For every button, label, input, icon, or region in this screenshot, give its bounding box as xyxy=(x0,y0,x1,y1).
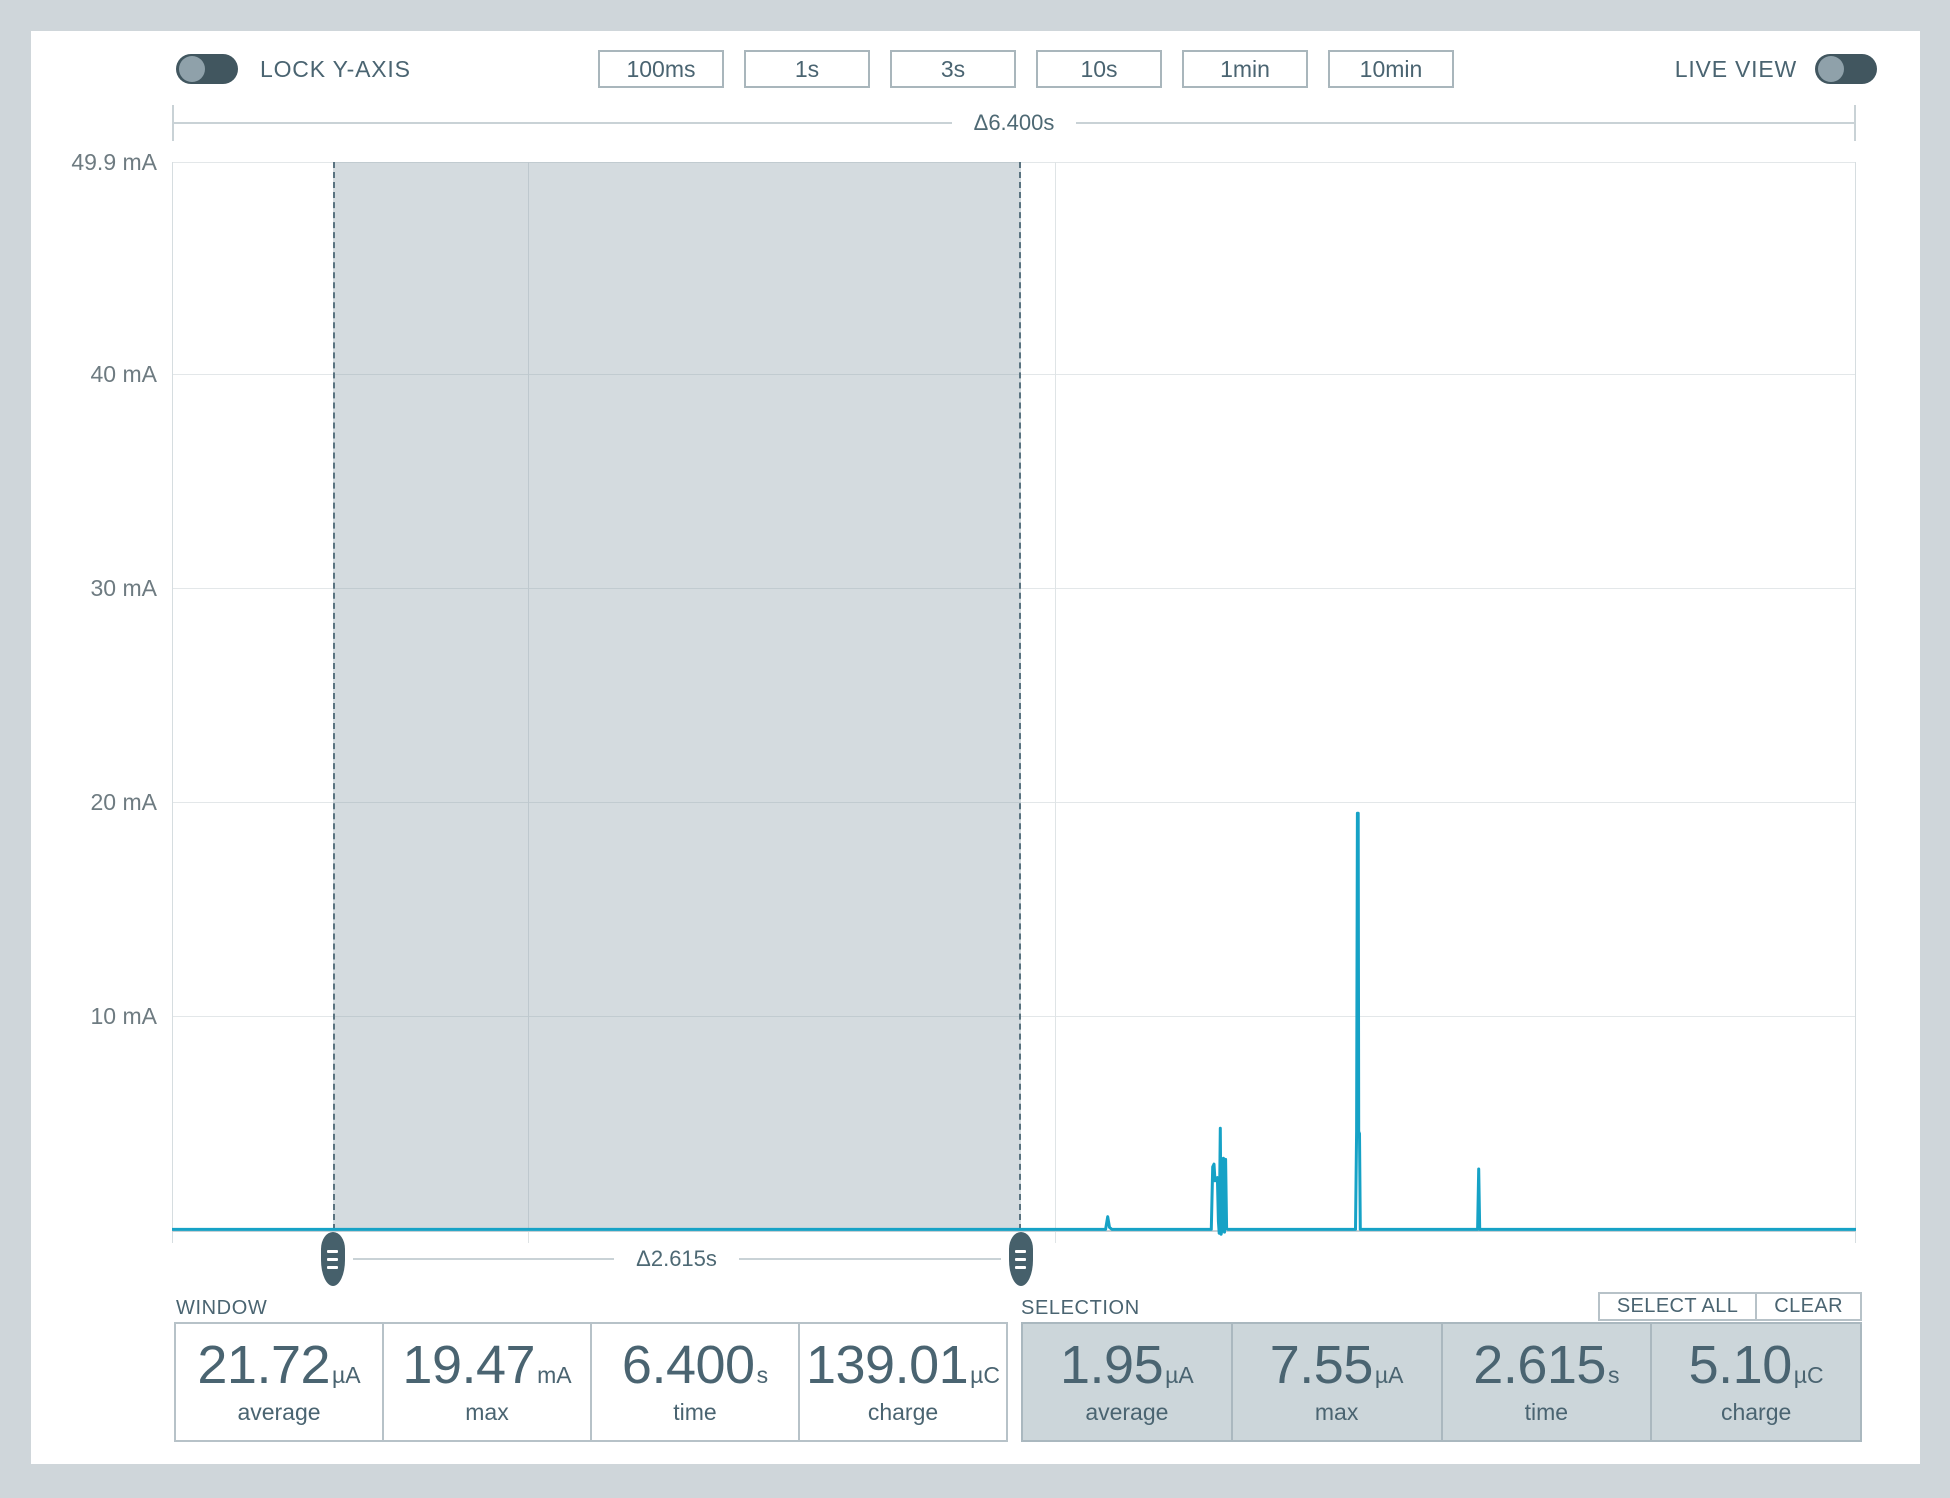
time-button-3s[interactable]: 3s xyxy=(890,50,1016,88)
ruler-line xyxy=(352,1258,615,1260)
selection-actions: SELECT ALL CLEAR xyxy=(1597,1292,1862,1321)
current-trace xyxy=(172,811,1856,1236)
stat-unit: s xyxy=(1607,1362,1620,1388)
stat-cell-window-charge: 139.01 µC charge xyxy=(800,1324,1006,1440)
grip-lines-icon xyxy=(1015,1265,1027,1269)
time-button-10s[interactable]: 10s xyxy=(1036,50,1162,88)
stat-unit: µA xyxy=(1165,1362,1194,1388)
gridline-horizontal xyxy=(172,373,1856,375)
chart-left-edge xyxy=(172,162,173,1243)
live-view-toggle[interactable] xyxy=(1815,54,1877,84)
stat-unit: µA xyxy=(332,1362,361,1388)
live-view-label: LIVE VIEW xyxy=(1674,55,1797,82)
stat-cell-window-max: 19.47 mA max xyxy=(384,1324,592,1440)
x-axis-line xyxy=(172,1230,1856,1232)
stat-value: 5.10 xyxy=(1688,1335,1793,1395)
chart-right-edge xyxy=(1855,162,1856,1243)
selection-handles-row: Δ2.615s xyxy=(172,1232,1856,1290)
stat-label: time xyxy=(673,1399,717,1425)
stat-unit: s xyxy=(756,1362,769,1388)
grip-lines-icon xyxy=(327,1249,338,1253)
main-panel: LOCK Y-AXIS 100ms 1s 3s 10s 1min 10min L… xyxy=(31,31,1920,1464)
toggle-knob-icon xyxy=(1818,56,1844,82)
y-axis-tick-label: 30 mA xyxy=(90,574,157,601)
stat-cell-selection-max: 7.55 µA max xyxy=(1233,1324,1443,1440)
stat-label: max xyxy=(465,1399,509,1425)
stat-cell-window-time: 6.400 s time xyxy=(592,1324,800,1440)
stat-unit: µA xyxy=(1374,1362,1404,1388)
gridline-vertical xyxy=(528,162,529,1243)
gridline-horizontal xyxy=(172,1015,1856,1017)
selection-region[interactable] xyxy=(332,162,1021,1230)
gridline-horizontal xyxy=(172,801,1856,803)
grip-lines-icon xyxy=(327,1257,338,1261)
selection-duration-ruler: Δ2.615s xyxy=(333,1246,1021,1272)
grip-lines-icon xyxy=(1015,1249,1027,1253)
stat-label: max xyxy=(1314,1399,1359,1425)
stat-cell-selection-average: 1.95 µA average xyxy=(1023,1324,1233,1440)
grip-lines-icon xyxy=(327,1265,338,1269)
selection-handle-right[interactable] xyxy=(1008,1232,1033,1286)
time-window-buttons: 100ms 1s 3s 10s 1min 10min xyxy=(598,50,1454,88)
time-button-100ms[interactable]: 100ms xyxy=(598,50,724,88)
current-trace-line xyxy=(172,811,1856,1236)
lock-y-axis-label: LOCK Y-AXIS xyxy=(260,55,411,82)
selection-duration-label: Δ2.615s xyxy=(636,1246,717,1271)
stat-value: 139.01 xyxy=(805,1335,969,1395)
selection-stats-title: SELECTION xyxy=(1021,1297,1140,1319)
stat-value: 6.400 xyxy=(621,1335,755,1395)
window-stats-panel: 21.72 µA average 19.47 mA max 6.400 s time … xyxy=(174,1322,1008,1442)
stat-unit: µC xyxy=(1793,1362,1824,1388)
stat-value: 2.615 xyxy=(1473,1335,1606,1395)
stat-cell-selection-charge: 5.10 µC charge xyxy=(1652,1324,1860,1440)
selection-stats-panel: 1.95 µA average 7.55 µA max 2.615 s time 5.… xyxy=(1021,1322,1862,1442)
y-axis-tick-label: 49.9 mA xyxy=(71,149,157,175)
y-axis-tick-label: 40 mA xyxy=(90,360,157,387)
y-axis-tick-label: 20 mA xyxy=(90,788,157,815)
time-button-1s[interactable]: 1s xyxy=(744,50,870,88)
plot-area[interactable] xyxy=(172,162,1856,1243)
toggle-knob-icon xyxy=(179,56,205,82)
gridline-vertical xyxy=(1055,162,1057,1243)
stat-cell-window-average: 21.72 µA average xyxy=(176,1324,384,1440)
ruler-line xyxy=(738,1258,1001,1260)
stat-label: time xyxy=(1524,1399,1569,1425)
lock-y-axis-toggle[interactable] xyxy=(176,54,238,84)
window-duration-label: Δ6.400s xyxy=(973,110,1055,135)
grip-lines-icon xyxy=(1015,1257,1027,1261)
ruler-line xyxy=(174,122,952,124)
stat-unit: µC xyxy=(970,1362,1001,1388)
stat-label: average xyxy=(1085,1399,1169,1425)
ruler-line xyxy=(1076,122,1854,124)
stat-label: charge xyxy=(1720,1399,1792,1425)
gridline-horizontal xyxy=(172,587,1856,589)
select-all-button[interactable]: SELECT ALL xyxy=(1597,1292,1758,1321)
stat-unit: mA xyxy=(537,1362,572,1388)
time-button-10min[interactable]: 10min xyxy=(1328,50,1454,88)
stat-value: 21.72 xyxy=(197,1335,331,1395)
stat-label: average xyxy=(237,1399,321,1425)
stat-value: 7.55 xyxy=(1269,1335,1374,1395)
y-axis-tick-label: 10 mA xyxy=(90,1002,157,1029)
ruler-tick-left xyxy=(172,105,174,141)
stat-value: 19.47 xyxy=(402,1335,536,1395)
gridline-horizontal xyxy=(172,162,1856,163)
window-stats-title: WINDOW xyxy=(176,1297,268,1319)
lock-y-axis-control: LOCK Y-AXIS xyxy=(176,54,411,84)
clear-button[interactable]: CLEAR xyxy=(1755,1292,1862,1321)
y-axis-labels: 49.9 mA 40 mA 30 mA 20 mA 10 mA xyxy=(31,149,157,1230)
selection-handle-left[interactable] xyxy=(320,1232,345,1286)
live-view-control: LIVE VIEW xyxy=(1675,54,1877,84)
time-button-1min[interactable]: 1min xyxy=(1182,50,1308,88)
stat-value: 1.95 xyxy=(1060,1335,1164,1395)
window-duration-ruler: Δ6.400s xyxy=(172,105,1856,141)
stat-cell-selection-time: 2.615 s time xyxy=(1443,1324,1653,1440)
stat-label: charge xyxy=(867,1399,939,1425)
ruler-tick-right xyxy=(1854,105,1856,141)
